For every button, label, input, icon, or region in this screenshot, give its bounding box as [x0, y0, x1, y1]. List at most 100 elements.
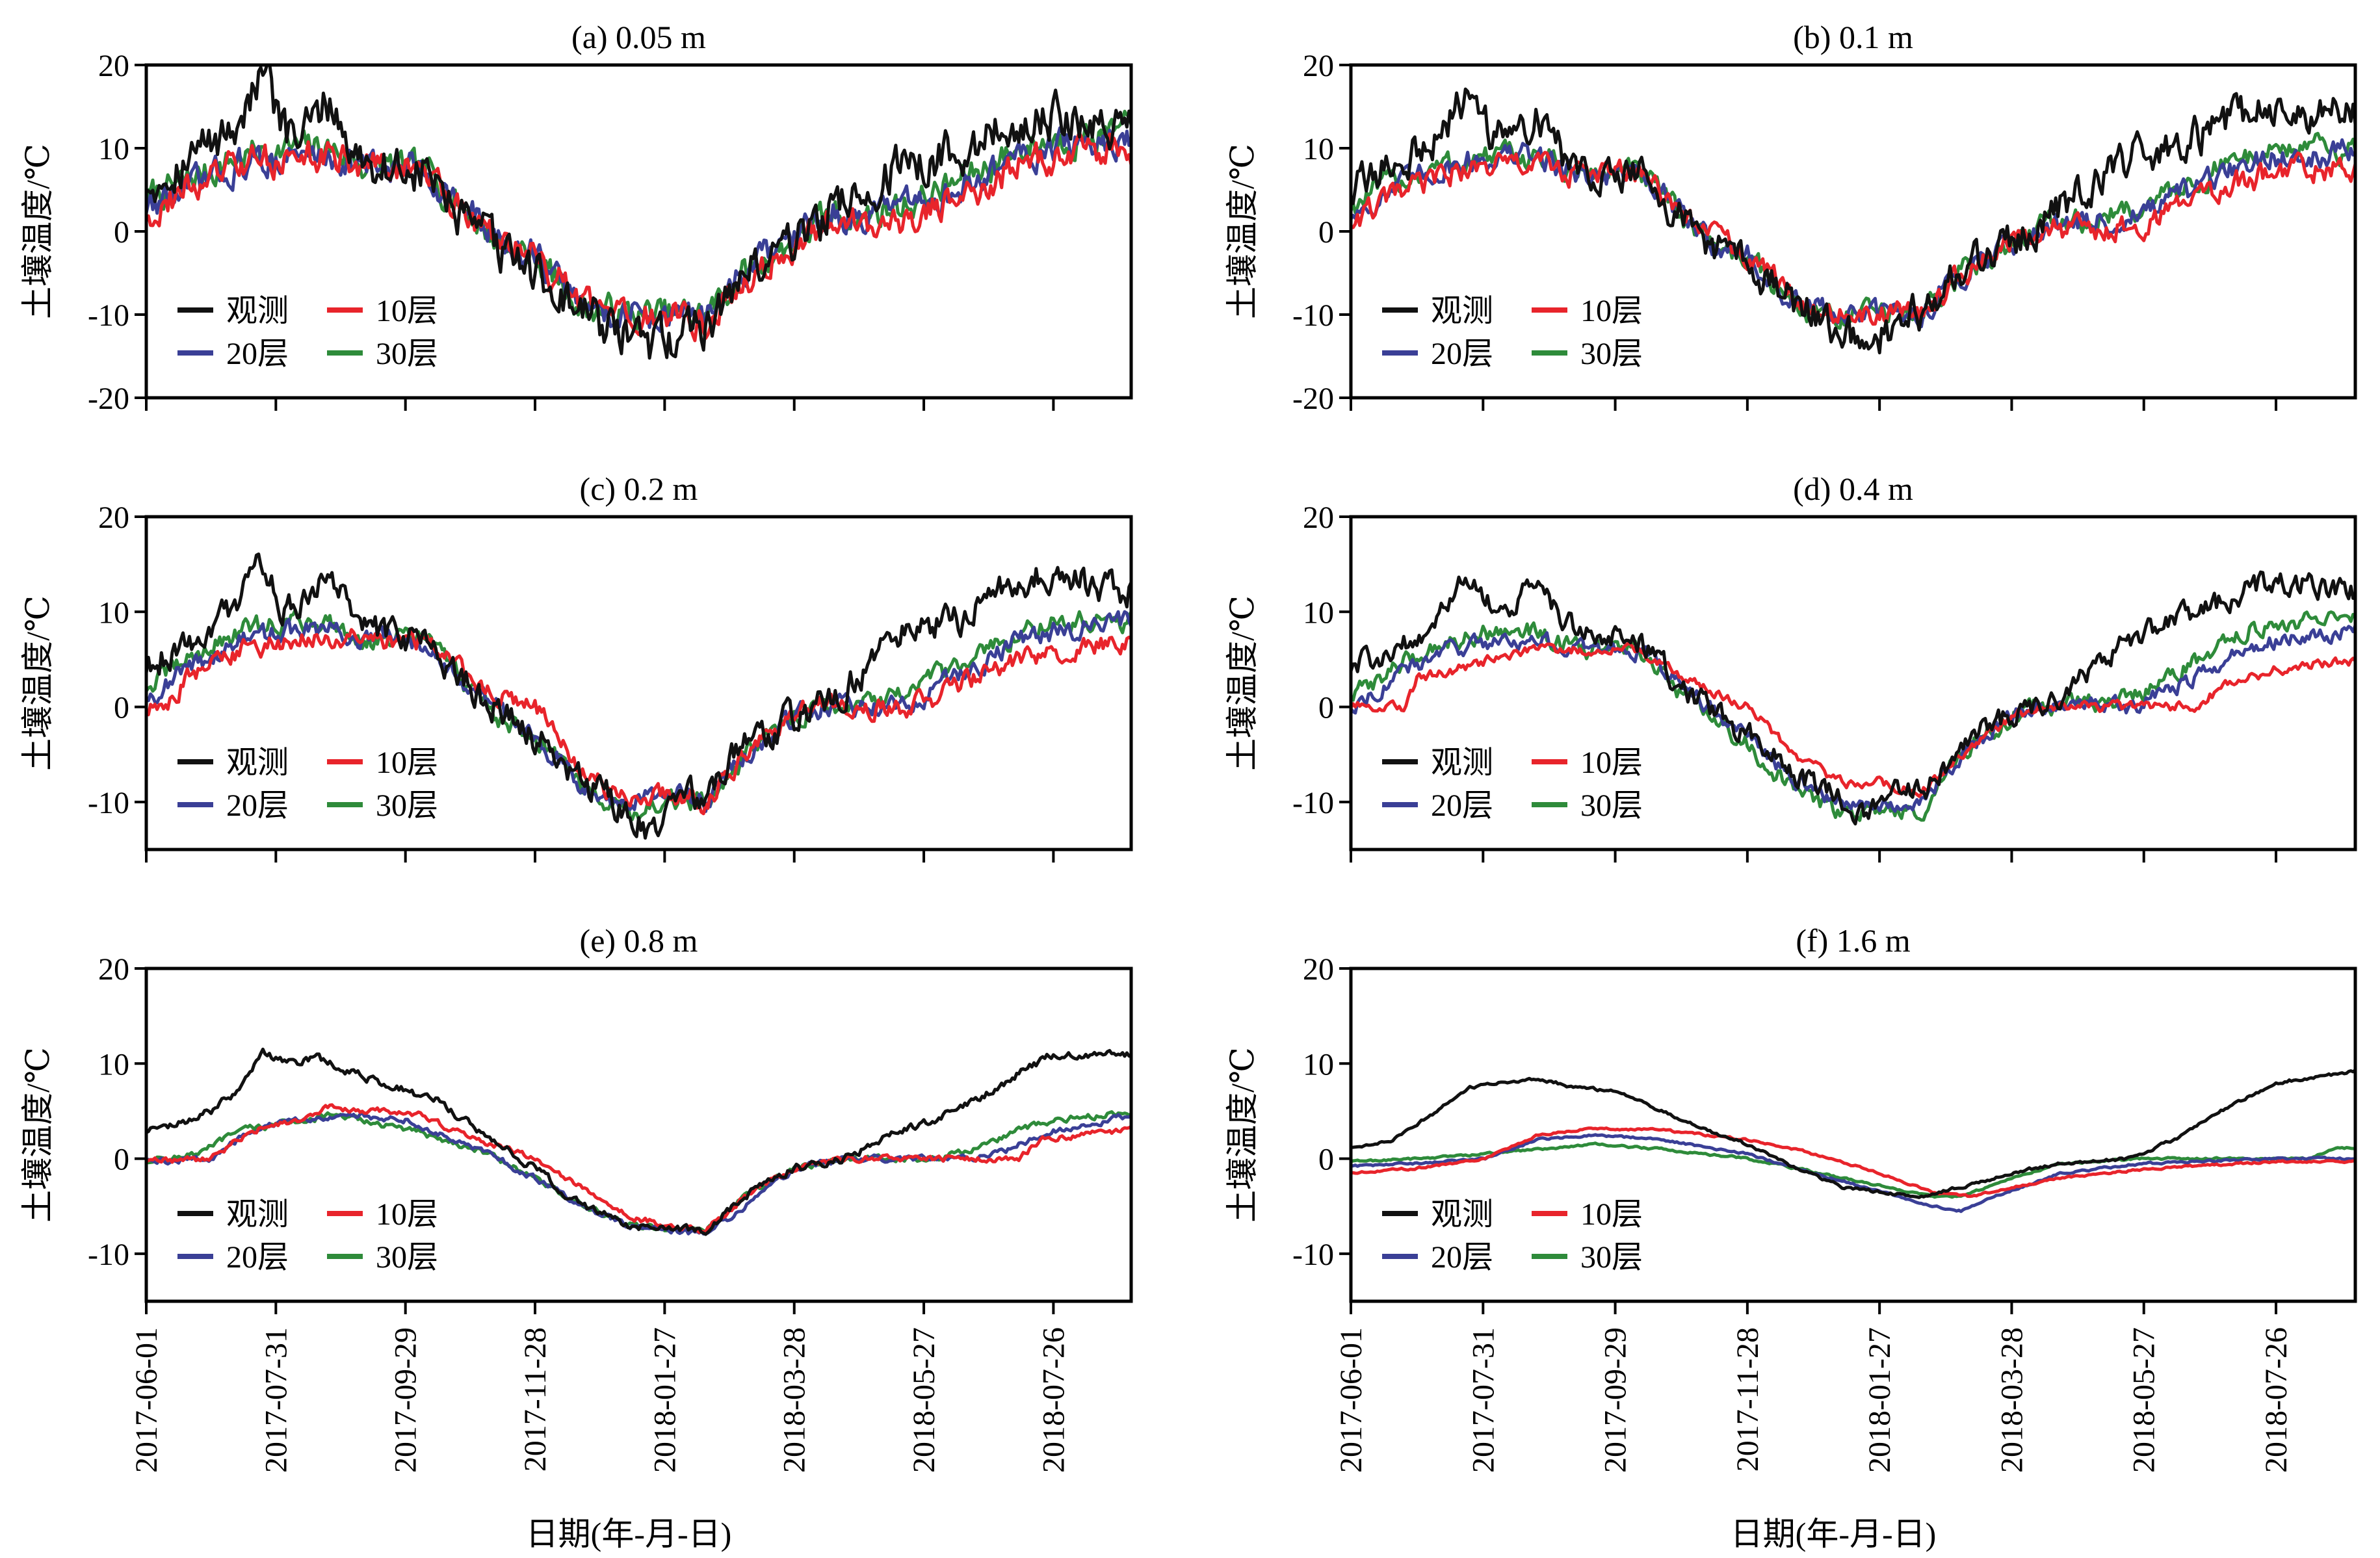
y-tick-label: 0 [114, 691, 129, 725]
y-tick-label: -10 [1292, 298, 1334, 333]
plot-frame [1349, 967, 2357, 1303]
plot-frame [144, 63, 1133, 400]
x-tick-label: 2018-01-27 [1863, 1327, 1897, 1473]
series-lines [1351, 1069, 2355, 1214]
series-lines [146, 65, 1131, 360]
panel-2: (b) 0.1 m 土壤温度/℃ -20 -10 0 10 20 观测 10层 20层 30层 [1224, 19, 2357, 416]
legend-label-layer30: 30层 [1580, 788, 1643, 823]
x-tick-label: 2017-11-28 [1731, 1327, 1765, 1472]
y-tick-label: 20 [1303, 500, 1334, 535]
y-tick-label: 10 [98, 595, 129, 630]
y-tick-label: 0 [1318, 1143, 1334, 1177]
y-tick-label: -20 [1292, 382, 1334, 416]
legend: 观测 10层 20层 30层 [1382, 294, 1643, 371]
legend-label-layer30: 30层 [1580, 337, 1643, 371]
legend-label-layer20: 20层 [1431, 1240, 1493, 1275]
series-line-layer10 [146, 628, 1131, 816]
y-axis-label: 土壤温度/℃ [1224, 144, 1261, 319]
legend-label-layer20: 20层 [226, 788, 289, 823]
y-axis-label: 土壤温度/℃ [20, 595, 56, 771]
y-tick-label: -10 [88, 298, 129, 333]
x-axis-label-right: 日期(年-月-日) [1731, 1516, 1937, 1552]
panel-title: (c) 0.2 m [580, 471, 698, 507]
plot-frame [144, 515, 1133, 851]
legend-label-obs: 观测 [1431, 1197, 1493, 1232]
y-tick-label: 20 [98, 49, 129, 83]
legend-label-layer30: 30层 [376, 1240, 438, 1275]
series-lines [1351, 570, 2355, 825]
x-axis-label-left: 日期(年-月-日) [526, 1516, 732, 1552]
panel-title: (e) 0.8 m [580, 922, 698, 959]
y-axis-label: 土壤温度/℃ [20, 144, 56, 319]
legend-label-obs: 观测 [1431, 294, 1493, 328]
y-tick-label: 10 [1303, 132, 1334, 166]
series-line-layer20 [1351, 138, 2355, 329]
panel-3: (c) 0.2 m 土壤温度/℃ -10 0 10 20 观测 10层 20层 30层 [20, 471, 1133, 863]
y-tick-label: 0 [114, 1143, 129, 1177]
x-tick-label: 2018-07-26 [1036, 1327, 1071, 1473]
y-tick-label: -10 [88, 1238, 129, 1272]
plot-frame [144, 967, 1133, 1303]
x-tick-label: 2018-05-27 [907, 1327, 941, 1473]
series-line-layer10 [146, 1103, 1131, 1234]
legend-label-obs: 观测 [226, 294, 289, 328]
x-tick-label: 2018-03-28 [778, 1327, 812, 1473]
x-tick-label: 2018-03-28 [1994, 1327, 2029, 1473]
series-line-obs [1351, 570, 2355, 825]
panel-title: (a) 0.05 m [571, 19, 706, 55]
panel-1: (a) 0.05 m 土壤温度/℃ -20 -10 0 10 20 观测 10层 20层 30层 [20, 19, 1133, 416]
y-tick-label: 0 [1318, 691, 1334, 725]
y-tick-label: 0 [1318, 215, 1334, 250]
x-tick-label: 2017-09-29 [389, 1327, 423, 1473]
series-line-layer10 [1351, 642, 2355, 798]
y-axis-label: 土壤温度/℃ [20, 1047, 56, 1223]
y-tick-label: 20 [1303, 952, 1334, 987]
series-line-layer10 [1351, 151, 2355, 326]
series-line-obs [146, 1047, 1131, 1236]
series-line-obs [146, 552, 1131, 840]
legend-label-obs: 观测 [1431, 746, 1493, 780]
series-lines [146, 1047, 1131, 1236]
legend-label-layer10: 10层 [376, 746, 438, 780]
legend-label-layer10: 10层 [376, 1197, 438, 1232]
y-tick-label: 0 [114, 215, 129, 250]
series-line-obs [1351, 87, 2355, 355]
y-tick-label: 10 [1303, 595, 1334, 630]
y-tick-label: 10 [1303, 1047, 1334, 1082]
series-line-obs [146, 65, 1131, 360]
x-tick-label: 2018-01-27 [647, 1327, 682, 1473]
legend-label-layer20: 20层 [1431, 337, 1493, 371]
y-tick-label: 20 [98, 500, 129, 535]
y-tick-label: -10 [88, 786, 129, 820]
legend: 观测 10层 20层 30层 [177, 746, 438, 823]
series-line-layer10 [1351, 1126, 2355, 1199]
series-line-layer10 [146, 131, 1131, 343]
panel-4: (d) 0.4 m 土壤温度/℃ -10 0 10 20 观测 10层 20层 30层 [1224, 471, 2357, 863]
y-tick-label: -20 [88, 382, 129, 416]
series-line-layer30 [1351, 1141, 2355, 1199]
x-tick-label: 2018-05-27 [2127, 1327, 2162, 1473]
series-line-layer20 [1351, 625, 2355, 813]
plot-frame [1349, 63, 2357, 400]
x-tick-label: 2018-07-26 [2259, 1327, 2294, 1473]
y-axis-label: 土壤温度/℃ [1224, 595, 1261, 771]
legend: 观测 10层 20层 30层 [1382, 746, 1643, 823]
series-lines [146, 552, 1131, 840]
y-tick-label: 20 [1303, 49, 1334, 83]
legend: 观测 10层 20层 30层 [177, 1197, 438, 1275]
y-tick-label: -10 [1292, 1238, 1334, 1272]
series-line-obs [1351, 1069, 2355, 1199]
panel-5: (e) 0.8 m 土壤温度/℃ -10 0 10 20 2017-06-01 2017-07… [20, 922, 1133, 1473]
panel-6: (f) 1.6 m 土壤温度/℃ -10 0 10 20 2017-06-01 2017-07… [1224, 922, 2357, 1473]
legend-label-obs: 观测 [226, 746, 289, 780]
y-tick-label: -10 [1292, 786, 1334, 820]
legend: 观测 10层 20层 30层 [1382, 1197, 1643, 1275]
series-line-layer20 [1351, 1133, 2355, 1214]
legend-label-layer10: 10层 [1580, 1197, 1643, 1232]
legend-label-layer30: 30层 [376, 788, 438, 823]
y-axis-label: 土壤温度/℃ [1224, 1047, 1261, 1223]
panel-title: (f) 1.6 m [1796, 922, 1910, 959]
legend-label-layer20: 20层 [226, 337, 289, 371]
